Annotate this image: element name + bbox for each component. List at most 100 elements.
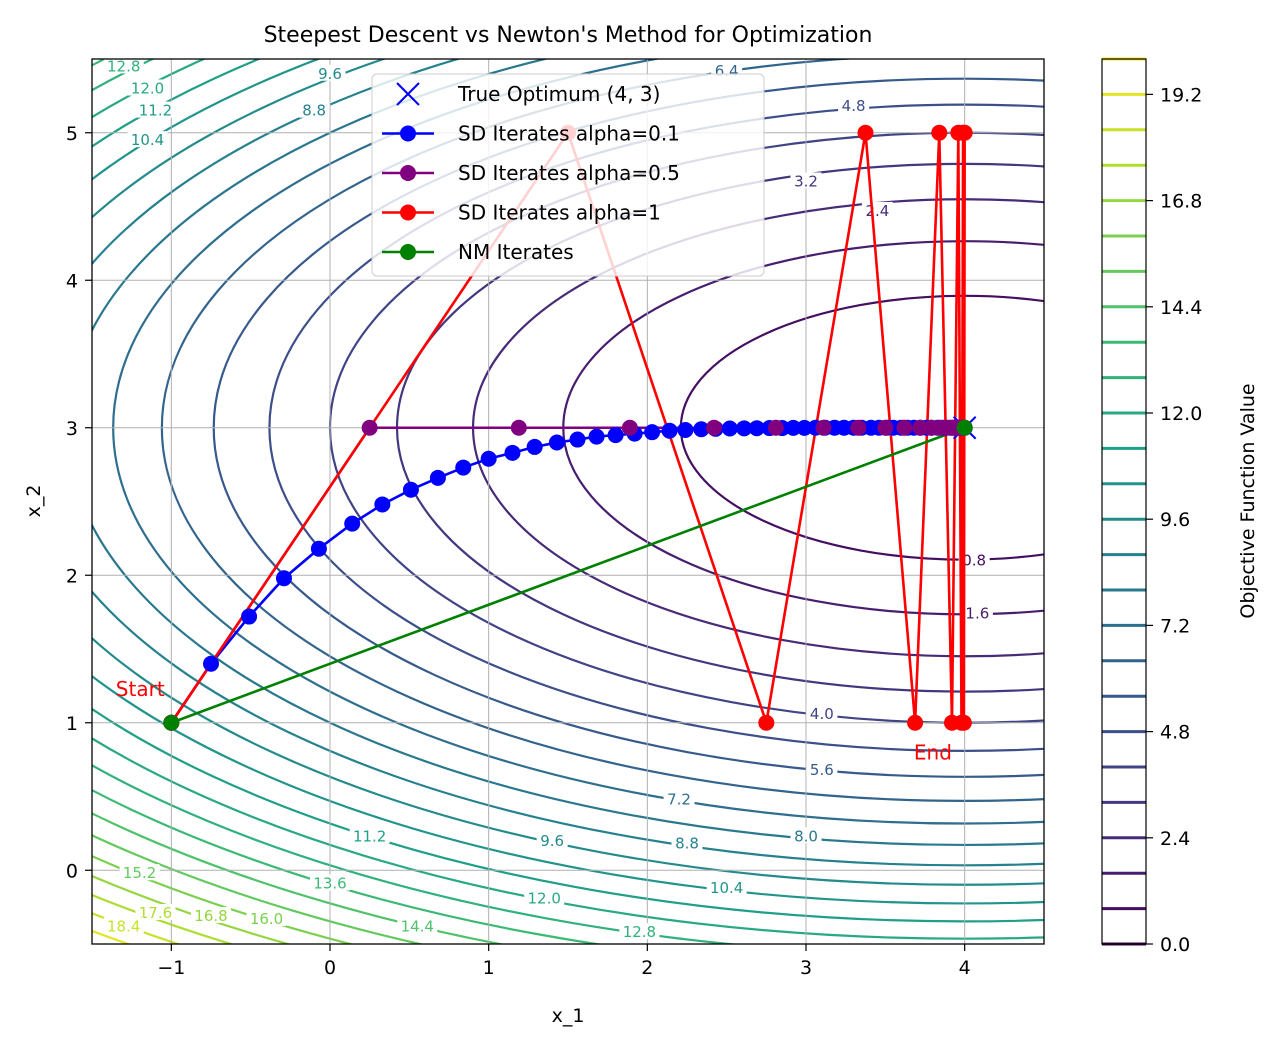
y-axis: 0 1 2 3 4 5 [66,123,92,882]
data-point [621,419,638,436]
contour-label-bg [806,704,838,721]
data-point [344,515,361,532]
data-point [163,714,180,731]
legend-entry: True Optimum (4, 3) [396,82,660,106]
contour-label: 1.6 [965,605,989,623]
annotation: Start [116,677,165,701]
colorbar-tick-label: 19.2 [1160,84,1202,106]
data-point [748,420,765,437]
colorbar-tick-label: 14.4 [1160,297,1202,319]
data-point [956,419,973,436]
colorbar-tick-label: 9.6 [1160,509,1190,531]
data-point [758,714,775,731]
y-tick-label: 2 [66,565,78,587]
contour-label-bg [103,917,144,934]
y-tick-label: 5 [66,123,78,145]
data-point [310,540,327,557]
contour-label-bg [191,906,231,923]
contour-label-bg [298,101,330,118]
colorbar-tick-label: 0.0 [1160,934,1190,956]
colorbar-bg [1102,59,1146,944]
y-tick-label: 4 [66,270,78,292]
contour-label: 8.0 [794,827,818,845]
colorbar-tick-label: 12.0 [1160,403,1202,425]
contour-label-bg [838,97,870,114]
x-tick-label: 3 [800,957,812,979]
data-point [588,428,605,445]
data-point [607,427,624,444]
data-point [374,496,391,513]
data-point [429,469,446,486]
contour-label-bg [103,59,144,74]
data-point [785,419,802,436]
data-point [504,444,521,461]
data-point [548,434,565,451]
series-layer [163,124,977,731]
x-axis: −1 0 1 2 3 4 [157,944,971,979]
series-line [170,426,966,724]
data-point [956,124,973,141]
contour-labels: 12.812.011.210.49.68.86.44.83.22.40.81.6… [103,59,993,941]
legend-entry: SD Iterates alpha=0.5 [382,161,680,185]
data-point [455,459,472,476]
x-axis-label: x_1 [552,1005,585,1027]
data-point [241,608,258,625]
contour-label: 8.8 [675,835,699,853]
legend-label: SD Iterates alpha=0.5 [458,161,680,185]
data-point [361,419,378,436]
data-point [796,419,813,436]
data-point [850,419,867,436]
contour-label: 9.6 [318,65,342,83]
contour-label: 10.4 [131,131,164,149]
x-tick-label: 1 [483,957,495,979]
data-point [677,421,694,438]
data-point [644,424,661,441]
data-point [480,450,497,467]
y-tick-label: 1 [66,713,78,735]
y-tick-label: 3 [66,418,78,440]
contour-label: 10.4 [710,879,743,897]
data-point [736,420,753,437]
contour-label-bg [706,878,747,895]
x-tick-label: 4 [959,957,971,979]
contour-label: 7.2 [667,790,691,808]
colorbar-frame [1101,58,1147,945]
annotations: Start End [116,677,952,764]
legend-label: SD Iterates alpha=0.1 [458,122,680,146]
plot-frame [91,58,1045,945]
contour-label-bg [349,827,390,844]
legend-label: NM Iterates [458,240,574,264]
contour-label: 11.2 [353,827,386,845]
legend-entry: SD Iterates alpha=0.1 [382,122,680,146]
data-point [931,124,948,141]
contour-label: 5.6 [810,761,834,779]
colorbar-tick-label: 4.8 [1160,722,1190,744]
data-point [569,431,586,448]
contour-label: 16.0 [250,910,283,928]
contour-label: 2.4 [865,202,889,220]
data-point [912,419,929,436]
data-point [203,655,219,672]
contour-label: 17.6 [139,904,172,922]
contour-label: 15.2 [123,864,156,882]
data-point [510,419,527,436]
contour-label: 12.8 [623,923,656,941]
contour-label-bg [958,551,990,568]
contour-label: 4.0 [810,705,834,723]
data-point [661,422,678,439]
contour-label-bg [127,131,168,148]
contour-label: 0.8 [962,552,986,570]
data-point [907,714,924,731]
data-point [705,419,722,436]
legend-entry: SD Iterates alpha=1 [382,201,661,225]
contour-label-bg [310,874,350,891]
y-tick-label: 0 [66,860,78,882]
contour-label: 9.6 [540,832,564,850]
contour-label-bg [397,917,438,934]
contour-label: 12.0 [131,80,164,98]
data-point [767,419,784,436]
contour-label: 12.0 [527,889,560,907]
contour-label: 3.2 [794,172,818,190]
contour-label: 8.8 [302,102,326,120]
contour-label-bg [619,923,660,940]
